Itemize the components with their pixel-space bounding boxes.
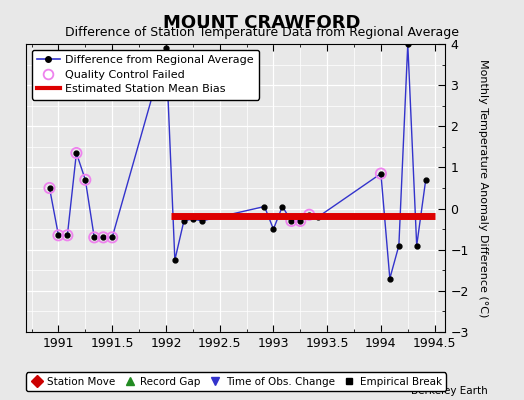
Point (377, 170, 385, 177)
Point (287, 218, 296, 224)
Point (81, 176, 90, 183)
Point (296, 218, 304, 224)
Point (46, 185, 54, 191)
Legend: Difference from Regional Average, Quality Control Failed, Estimated Station Mean: Difference from Regional Average, Qualit… (32, 50, 259, 100)
Point (90, 234, 99, 240)
Point (305, 212, 313, 218)
Point (108, 234, 116, 240)
Point (54, 232, 63, 238)
Point (99, 234, 107, 240)
Y-axis label: Monthly Temperature Anomaly Difference (°C): Monthly Temperature Anomaly Difference (… (478, 59, 488, 317)
Legend: Station Move, Record Gap, Time of Obs. Change, Empirical Break: Station Move, Record Gap, Time of Obs. C… (26, 372, 446, 391)
Point (72, 150, 81, 156)
Text: Berkeley Earth: Berkeley Earth (411, 386, 487, 396)
Text: MOUNT CRAWFORD: MOUNT CRAWFORD (163, 14, 361, 32)
Text: Difference of Station Temperature Data from Regional Average: Difference of Station Temperature Data f… (65, 26, 459, 39)
Point (63, 232, 72, 238)
